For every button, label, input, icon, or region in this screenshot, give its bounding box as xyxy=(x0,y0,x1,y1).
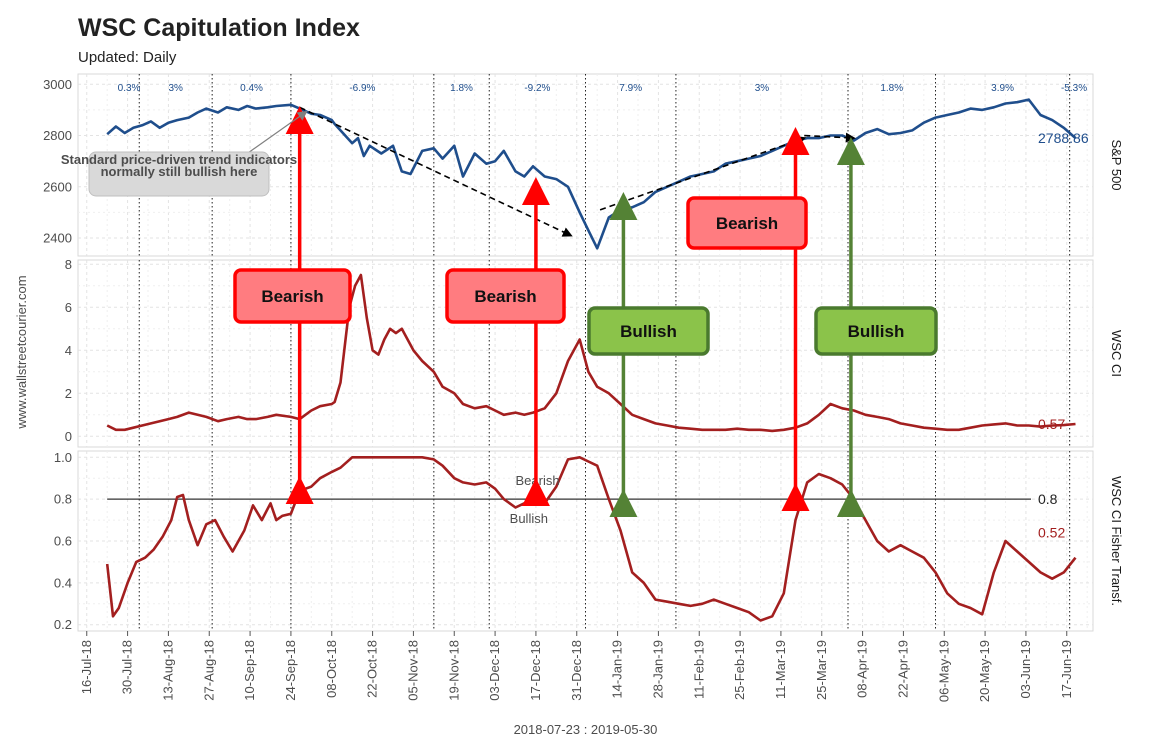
chart-title: WSC Capitulation Index xyxy=(78,14,360,42)
y-tick-label: 3000 xyxy=(43,77,72,92)
segment-return-label: -5.3% xyxy=(1061,83,1087,94)
date-range-label: 2018-07-23 : 2019-05-30 xyxy=(514,722,658,737)
segment-return-label: -6.9% xyxy=(349,83,375,94)
x-tick-label: 25-Mar-19 xyxy=(814,640,829,700)
segment-return-label: 0.3% xyxy=(118,83,141,94)
y-tick-label: 0.4 xyxy=(54,575,72,590)
x-tick-label: 27-Aug-18 xyxy=(201,640,216,701)
x-tick-label: 08-Apr-19 xyxy=(855,640,870,698)
y-tick-label: 2 xyxy=(65,386,72,401)
x-tick-label: 17-Dec-18 xyxy=(528,640,543,701)
y-tick-label: 6 xyxy=(65,300,72,315)
y-tick-label: 0.6 xyxy=(54,534,72,549)
note-box xyxy=(88,151,270,197)
note-text-line: Standard price-driven trend indicators xyxy=(61,152,297,167)
callout-label-bearish: Bearish xyxy=(716,214,778,233)
x-tick-label: 28-Jan-19 xyxy=(650,640,665,699)
note-text-line: normally still bullish here xyxy=(101,164,258,179)
x-tick-label: 30-Jul-18 xyxy=(120,640,135,694)
x-tick-label: 24-Sep-18 xyxy=(283,640,298,701)
segment-return-label: 0.4% xyxy=(240,83,263,94)
segment-return-label: 7.9% xyxy=(619,83,642,94)
series-line xyxy=(106,98,1077,250)
y-tick-label: 1.0 xyxy=(54,450,72,465)
x-tick-label: 17-Jun-19 xyxy=(1059,640,1074,699)
x-tick-label: 03-Jun-19 xyxy=(1018,640,1033,699)
last-value-label: 2788.86 xyxy=(1038,130,1089,146)
y-tick-label: 8 xyxy=(65,257,72,272)
callout-label-bullish: Bullish xyxy=(620,322,677,341)
y-tick-label: 0.8 xyxy=(54,492,72,507)
y-tick-label: 2800 xyxy=(43,128,72,143)
x-tick-label: 10-Sep-18 xyxy=(242,640,257,701)
watermark: www.wallstreetcourier.com xyxy=(14,275,29,429)
y-tick-label: 4 xyxy=(65,343,72,358)
callout-label-bearish: Bearish xyxy=(474,287,536,306)
callout-label-bearish: Bearish xyxy=(261,287,323,306)
x-tick-label: 13-Aug-18 xyxy=(160,640,175,701)
y-tick-label: 2400 xyxy=(43,231,72,246)
x-tick-label: 19-Nov-18 xyxy=(446,640,461,701)
segment-return-label: -9.2% xyxy=(524,83,550,94)
x-tick-label: 22-Apr-19 xyxy=(895,640,910,698)
x-tick-label: 11-Feb-19 xyxy=(691,640,706,699)
threshold-value-label: 0.8 xyxy=(1038,491,1058,507)
x-tick-label: 11-Mar-19 xyxy=(773,640,788,699)
x-tick-label: 03-Dec-18 xyxy=(487,640,502,701)
last-value-label: 0.52 xyxy=(1038,525,1065,541)
x-tick-label: 22-Oct-18 xyxy=(365,640,380,698)
y-tick-label: 2600 xyxy=(43,179,72,194)
x-tick-label: 31-Dec-18 xyxy=(569,640,584,701)
x-tick-label: 25-Feb-19 xyxy=(732,640,747,700)
annotation-layer: Bearish Bearish Bullish Bearish Bullish Stand… xyxy=(61,106,938,517)
callout-box-bullish xyxy=(587,306,710,356)
trend-arrow xyxy=(599,136,807,211)
y-tick-label: 0.2 xyxy=(54,617,72,632)
segment-return-label: 3% xyxy=(168,83,183,94)
x-tick-label: 06-May-19 xyxy=(936,640,951,702)
last-value-label: 0.57 xyxy=(1038,416,1065,432)
segment-return-label: 1.8% xyxy=(450,83,473,94)
tick-layer: 2400 2600 2800 3000 S&P 500 0 2 4 6 8 WSC CI 0.2 0.4… xyxy=(14,77,1124,737)
segment-return-label: 1.8% xyxy=(880,83,903,94)
x-tick-label: 05-Nov-18 xyxy=(405,640,420,701)
panel-label: WSC CI xyxy=(1109,330,1124,377)
panel-label: S&P 500 xyxy=(1109,139,1124,190)
chart-subtitle: Updated: Daily xyxy=(78,49,177,66)
threshold-below-label: Bullish xyxy=(510,511,548,526)
callout-box-bearish xyxy=(445,268,566,324)
panel-label: WSC CI Fisher Transf. xyxy=(1109,476,1124,606)
callout-box-bearish xyxy=(233,268,352,324)
x-tick-label: 14-Jan-19 xyxy=(610,640,625,699)
x-tick-label: 16-Jul-18 xyxy=(79,640,94,694)
x-tick-label: 08-Oct-18 xyxy=(324,640,339,698)
callout-box-bullish xyxy=(814,306,938,356)
segment-return-label: 3.9% xyxy=(991,83,1014,94)
segment-return-label: 3% xyxy=(755,83,770,94)
x-tick-label: 20-May-19 xyxy=(977,640,992,702)
callout-label-bullish: Bullish xyxy=(848,322,905,341)
callout-box-bearish xyxy=(686,196,808,250)
y-tick-label: 0 xyxy=(65,429,72,444)
